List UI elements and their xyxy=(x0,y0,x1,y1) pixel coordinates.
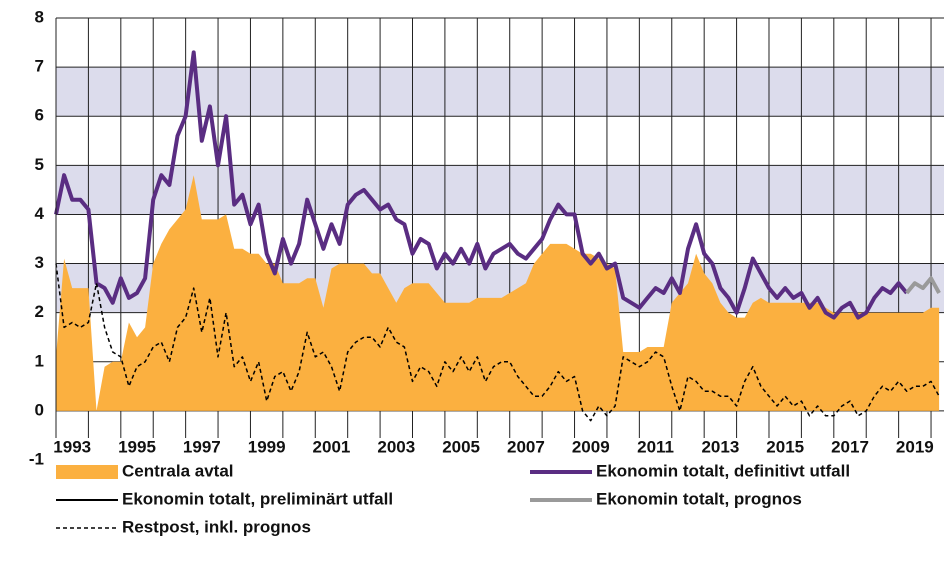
y-tick-label: 2 xyxy=(35,302,44,321)
y-tick-label: -1 xyxy=(29,449,44,468)
y-tick-label: 3 xyxy=(35,253,44,272)
x-tick-label: 2009 xyxy=(572,437,610,456)
y-tick-label: 0 xyxy=(35,400,44,419)
y-tick-label: 4 xyxy=(35,204,45,223)
x-tick-label: 1999 xyxy=(248,437,286,456)
band xyxy=(56,67,944,117)
area xyxy=(56,175,940,411)
band xyxy=(56,165,944,215)
legend-label: Ekonomin totalt, prognos xyxy=(596,489,802,508)
x-tick-label: 2005 xyxy=(442,437,480,456)
y-tick-label: 1 xyxy=(35,351,44,370)
y-tick-label: 5 xyxy=(35,155,44,174)
x-tick-label: 1993 xyxy=(53,437,91,456)
y-tick-label: 7 xyxy=(35,57,44,76)
legend-label: Restpost, inkl. prognos xyxy=(122,517,311,536)
x-tick-label: 2003 xyxy=(377,437,415,456)
x-tick-label: 2017 xyxy=(831,437,869,456)
line xyxy=(905,276,941,295)
x-tick-label: 2011 xyxy=(637,437,674,456)
legend-label: Ekonomin totalt, definitivt utfall xyxy=(596,461,850,480)
x-tick-label: 2013 xyxy=(701,437,739,456)
y-tick-label: 8 xyxy=(35,7,44,26)
legend-label: Ekonomin totalt, preliminärt utfall xyxy=(122,489,393,508)
x-tick-label: 2007 xyxy=(507,437,545,456)
x-tick-label: 1995 xyxy=(118,437,156,456)
line xyxy=(54,50,909,320)
line xyxy=(55,263,940,422)
x-tick-label: 2001 xyxy=(313,437,351,456)
y-tick-label: 6 xyxy=(35,106,44,125)
legend-swatch xyxy=(56,465,118,479)
x-tick-label: 2015 xyxy=(766,437,804,456)
legend-label: Centrala avtal xyxy=(122,461,234,480)
x-tick-label: 2019 xyxy=(896,437,934,456)
x-tick-label: 1997 xyxy=(183,437,221,456)
